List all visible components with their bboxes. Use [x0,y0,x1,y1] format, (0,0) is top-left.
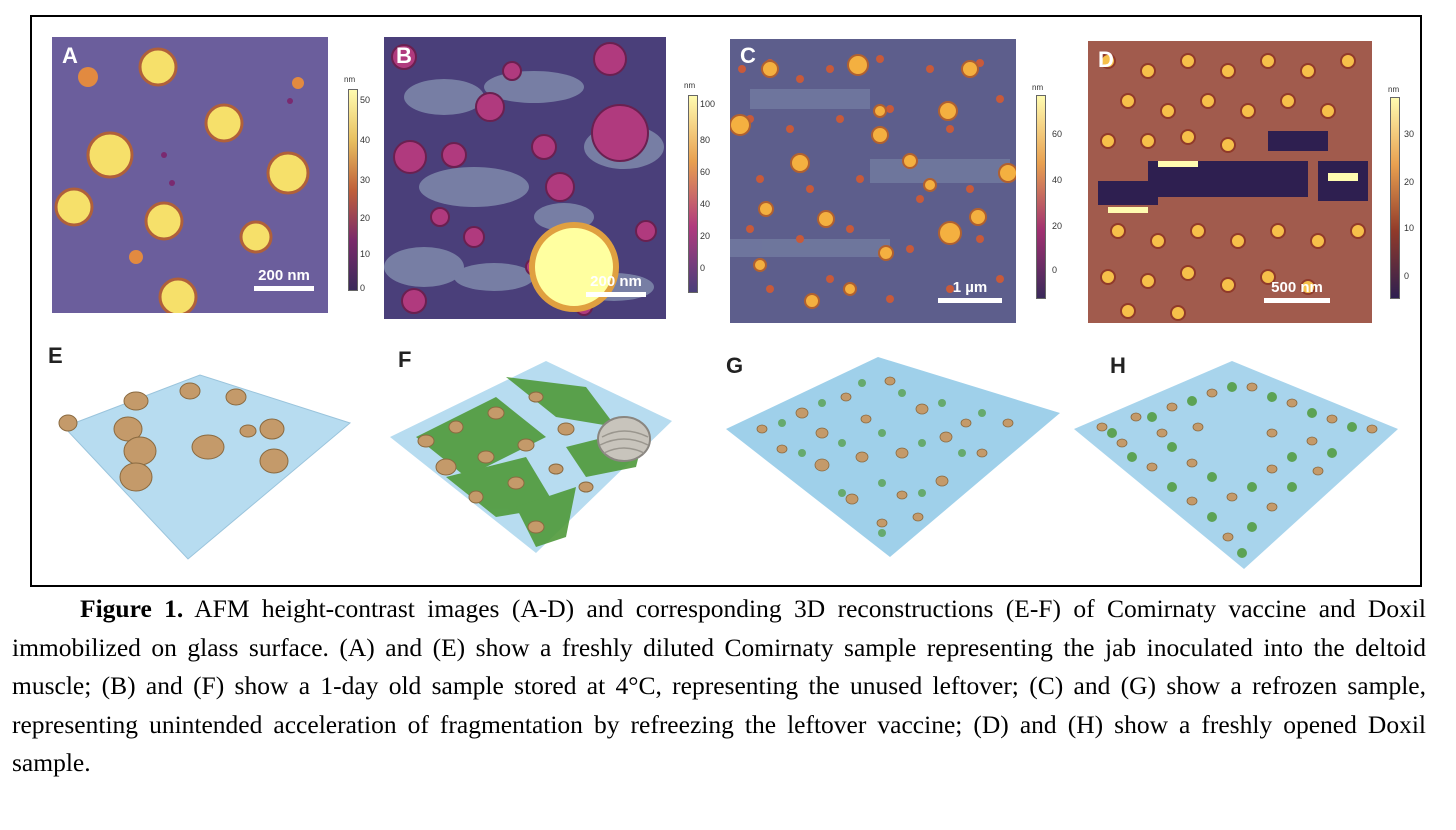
colorbar-c [1036,95,1046,299]
colorbar-unit-c: nm [1032,83,1044,92]
colorbar-b [688,95,698,293]
caption-text: AFM height-contrast images (A-D) and cor… [12,594,1426,778]
figure-caption: Figure 1. AFM height-contrast images (A-… [12,590,1426,783]
panel-g-3d-reconstruction [722,353,1064,559]
colorbar-tick: 80 [700,135,711,145]
panel-label-e: E [48,343,63,368]
colorbar-tick: 40 [360,135,371,145]
colorbar-unit-a: nm [344,75,356,84]
colorbar-tick: 100 [700,99,716,109]
colorbar-tick: 60 [1052,129,1063,139]
colorbar-tick: 0 [360,283,366,293]
panel-a-afm-image [52,37,328,313]
colorbar-tick: 20 [1052,221,1063,231]
colorbar-tick: 20 [700,231,711,241]
colorbar-tick: 10 [1404,223,1415,233]
scale-bar-d: 500 nm [1264,279,1330,303]
colorbar-d [1390,97,1400,299]
scale-bar-b: 200 nm [586,273,646,297]
panel-label-c: C [740,43,756,68]
colorbar-a [348,89,358,291]
figure-frame: A 200 nm nm 50 40 30 20 10 0 [30,15,1422,587]
colorbar-tick: 10 [360,249,371,259]
colorbar-tick: 0 [1404,271,1410,281]
colorbar-tick: 30 [360,175,371,185]
panel-label-d: D [1098,47,1114,72]
panel-label-f: F [398,347,412,372]
panel-label-g: G [726,353,744,378]
scale-bar-label: 1 µm [952,279,988,296]
colorbar-tick: 40 [1052,175,1063,185]
scale-bar-a: 200 nm [254,267,314,291]
colorbar-tick: 40 [700,199,711,209]
colorbar-tick: 60 [700,167,711,177]
panel-h-3d-reconstruction [1072,357,1402,571]
colorbar-tick: 50 [360,95,371,105]
panel-label-a: A [62,43,78,68]
panel-c-afm-image [730,39,1016,323]
colorbar-unit-d: nm [1388,85,1400,94]
panel-label-h: H [1110,353,1126,378]
colorbar-tick: 0 [700,263,706,273]
panel-b-afm-image [384,37,666,319]
panel-d-afm-image [1088,41,1372,323]
colorbar-tick: 20 [360,213,371,223]
panel-label-b: B [396,43,412,68]
scale-bar-c: 1 µm [938,279,1002,303]
scale-bar-label: 200 nm [590,273,642,290]
figure-label: Figure 1. [80,594,184,623]
panel-f-3d-reconstruction [386,357,676,557]
scale-bar-label: 200 nm [258,267,310,284]
colorbar-tick: 20 [1404,177,1415,187]
scale-bar-label: 500 nm [1271,279,1323,296]
panel-e-3d-reconstruction [50,357,352,577]
colorbar-tick: 0 [1052,265,1058,275]
colorbar-tick: 30 [1404,129,1415,139]
colorbar-unit-b: nm [684,81,696,90]
